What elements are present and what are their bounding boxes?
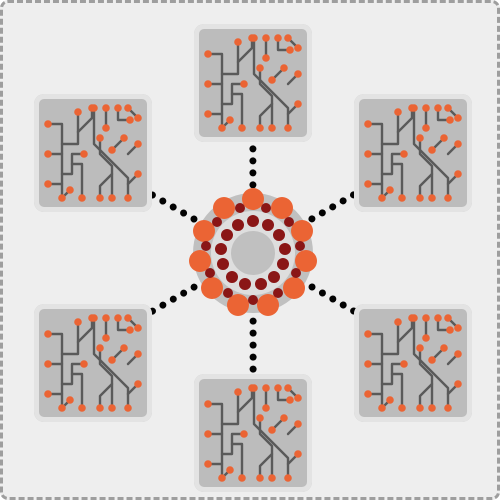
connector-dot — [249, 317, 256, 324]
core-ring-dot — [248, 295, 258, 305]
connector-dot — [317, 208, 327, 218]
connector-dot — [249, 341, 256, 348]
core-ring-dot — [215, 243, 227, 255]
chip-circuit-icon — [34, 304, 152, 422]
core-ring-dot — [283, 277, 305, 299]
chip-circuit-icon — [194, 24, 312, 142]
connector-dot — [168, 294, 178, 304]
connector-dot — [328, 294, 338, 304]
core-ring-dot — [227, 294, 249, 316]
connector-dot — [338, 196, 348, 206]
core-ring-dot — [273, 229, 285, 241]
core-ring-dot — [232, 219, 244, 231]
connector-dot — [249, 157, 256, 164]
chip-circuit-icon — [354, 94, 472, 212]
connector-dot — [328, 202, 338, 212]
connector-dot — [168, 202, 178, 212]
chip-circuit-icon — [354, 304, 472, 422]
connector-dot — [338, 300, 348, 310]
core-ring-dot — [291, 220, 313, 242]
core-ring-dot — [268, 271, 280, 283]
core-ring-dot — [261, 203, 271, 213]
core-ring-dot — [255, 278, 267, 290]
circuit-chip — [354, 304, 472, 422]
connector-dot — [179, 288, 189, 298]
core-ring-dot — [201, 241, 211, 251]
circuit-chip — [194, 24, 312, 142]
core-ring-dot — [226, 271, 238, 283]
core-ring-dot — [295, 241, 305, 251]
core-ring-dot — [277, 258, 289, 270]
connector-dot — [249, 353, 256, 360]
chip-circuit-icon — [194, 374, 312, 492]
connector-dot — [249, 169, 256, 176]
core-ring-dot — [217, 258, 229, 270]
core-ring-dot — [284, 217, 294, 227]
connector-dot — [189, 282, 199, 292]
core-ring-dot — [279, 243, 291, 255]
core-ring-dot — [273, 288, 283, 298]
circuit-chip — [354, 94, 472, 212]
connector-dot — [249, 365, 256, 372]
network-diagram — [0, 0, 500, 500]
connector-dot — [317, 288, 327, 298]
circuit-chip — [34, 304, 152, 422]
connector-dot — [249, 145, 256, 152]
circuit-chip — [194, 374, 312, 492]
core-ring-dot — [239, 278, 251, 290]
core-disc — [231, 231, 275, 275]
core-ring-dot — [271, 197, 293, 219]
core-ring-dot — [213, 197, 235, 219]
core-ring-dot — [262, 219, 274, 231]
circuit-chip — [34, 94, 152, 212]
core-ring-dot — [247, 215, 259, 227]
chip-circuit-icon — [34, 94, 152, 212]
core-ring-dot — [291, 268, 301, 278]
core-ring-dot — [221, 229, 233, 241]
connector-dot — [158, 300, 168, 310]
core-ring-dot — [212, 217, 222, 227]
core-ring-dot — [205, 268, 215, 278]
core-ring-dot — [235, 203, 245, 213]
connector-dot — [307, 282, 317, 292]
core-ring-dot — [223, 288, 233, 298]
connector-dot — [249, 329, 256, 336]
core-ring-dot — [201, 277, 223, 299]
connector-dot — [179, 208, 189, 218]
connector-dot — [158, 196, 168, 206]
